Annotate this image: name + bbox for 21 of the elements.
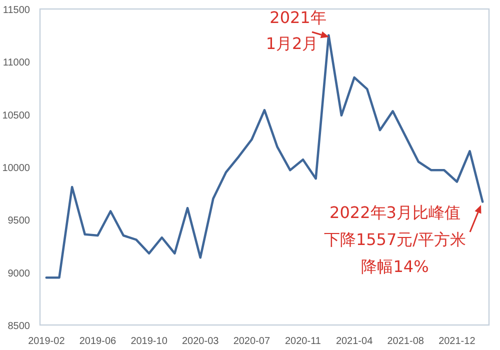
- x-tick-label: 2019-10: [130, 336, 168, 347]
- y-tick-label: 9500: [8, 216, 30, 227]
- annotation: 降幅14%: [361, 257, 429, 276]
- annotation: 下降1557元/平方米: [324, 230, 466, 249]
- y-tick-label: 8500: [8, 321, 30, 332]
- x-tick-label: 2019-02: [28, 336, 66, 347]
- annotation: 2022年3月比峰值: [330, 203, 460, 222]
- y-tick-label: 11000: [2, 58, 30, 69]
- x-tick-label: 2021-04: [336, 336, 374, 347]
- x-tick-label: 2020-11: [285, 336, 322, 347]
- x-tick-label: 2020-03: [182, 336, 220, 347]
- x-tick-label: 2020-07: [233, 336, 270, 347]
- y-tick-label: 11500: [2, 5, 30, 16]
- y-tick-label: 9000: [8, 268, 30, 280]
- y-tick-label: 10500: [2, 110, 30, 122]
- y-tick-label: 10000: [2, 163, 30, 174]
- annotation: 2021年: [270, 8, 326, 27]
- x-tick-label: 2019-06: [79, 336, 117, 347]
- x-tick-label: 2021-12: [438, 336, 476, 347]
- annotation: 1月2月: [266, 34, 318, 53]
- x-tick-label: 2021-08: [387, 336, 424, 347]
